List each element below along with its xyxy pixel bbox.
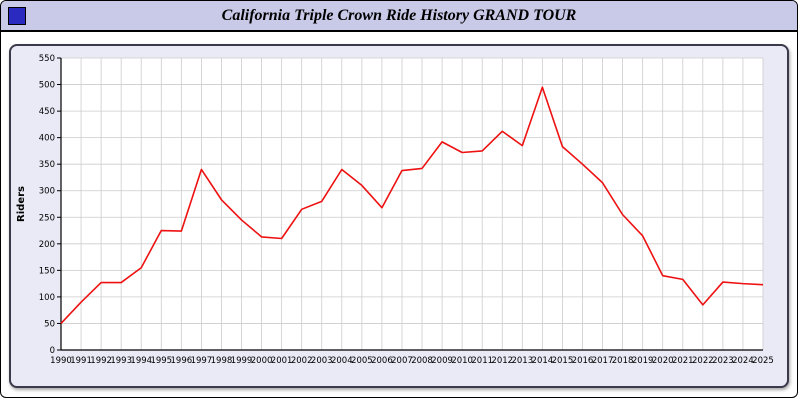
x-tick-label: 1993 [110, 356, 132, 366]
x-tick-label: 2024 [732, 356, 754, 366]
x-tick-label: 2020 [652, 356, 674, 366]
y-tick-label: 250 [39, 213, 55, 223]
x-tick-label: 1996 [171, 356, 193, 366]
y-tick-label: 150 [39, 266, 55, 276]
page-title: California Triple Crown Ride History GRA… [221, 6, 577, 24]
chart-container: 0 50 100 150 200 250 300 350 400 450 500 550 1990 199… [9, 44, 789, 388]
y-tick-label: 500 [39, 81, 55, 91]
x-tick-label: 2014 [532, 356, 554, 366]
x-tick-label: 2017 [592, 356, 614, 366]
x-tick-label: 2021 [672, 356, 694, 366]
x-tick-label: 2022 [692, 356, 714, 366]
x-tick-label: 2000 [251, 356, 273, 366]
x-tick-label: 2018 [612, 356, 634, 366]
x-tick-label: 1999 [231, 356, 253, 366]
plot-area [61, 58, 763, 350]
x-tick-label: 2011 [471, 356, 493, 366]
y-tick-label: 0 [50, 346, 55, 356]
x-tick-label: 2003 [311, 356, 333, 366]
y-tick-label: 450 [39, 107, 55, 117]
x-tick-label: 2025 [752, 356, 774, 366]
y-tick-label: 300 [39, 187, 55, 197]
x-tick-label: 2009 [431, 356, 453, 366]
x-tick-label: 1995 [150, 356, 172, 366]
x-tick-label: 2013 [511, 356, 533, 366]
x-tick-label: 2016 [572, 356, 594, 366]
x-tick-label: 1992 [90, 356, 112, 366]
ride-history-line-chart: 0501001502002503003504004505005501990199… [16, 54, 774, 366]
y-tick-label: 50 [44, 319, 55, 329]
x-tick-label: 1997 [191, 356, 213, 366]
x-tick-label: 1998 [211, 356, 233, 366]
x-tick-label: 2023 [712, 356, 734, 366]
y-tick-label: 400 [39, 134, 55, 144]
x-tick-label: 2012 [491, 356, 513, 366]
x-tick-label: 2015 [552, 356, 574, 366]
x-tick-label: 1991 [70, 356, 92, 366]
riders-line-series [60, 86, 764, 325]
y-tick-label: 350 [39, 160, 55, 170]
x-tick-label: 2006 [371, 356, 393, 366]
x-tick-label: 2005 [351, 356, 373, 366]
x-tick-label: 2002 [291, 356, 313, 366]
x-tick-label: 2008 [411, 356, 433, 366]
x-tick-label: 2010 [451, 356, 473, 366]
x-tick-label: 2001 [271, 356, 293, 366]
x-tick-label: 2007 [391, 356, 413, 366]
y-tick-label: 200 [39, 240, 55, 250]
y-tick-label: 100 [39, 293, 55, 303]
x-tick-label: 2004 [331, 356, 353, 366]
y-axis-label: Riders [16, 186, 27, 222]
x-tick-label: 1994 [130, 356, 152, 366]
x-tick-label: 2019 [632, 356, 654, 366]
app-window-icon [8, 6, 26, 25]
title-bar: California Triple Crown Ride History GRA… [1, 1, 797, 32]
y-tick-label: 550 [39, 54, 55, 64]
x-tick-label: 1990 [50, 356, 72, 366]
